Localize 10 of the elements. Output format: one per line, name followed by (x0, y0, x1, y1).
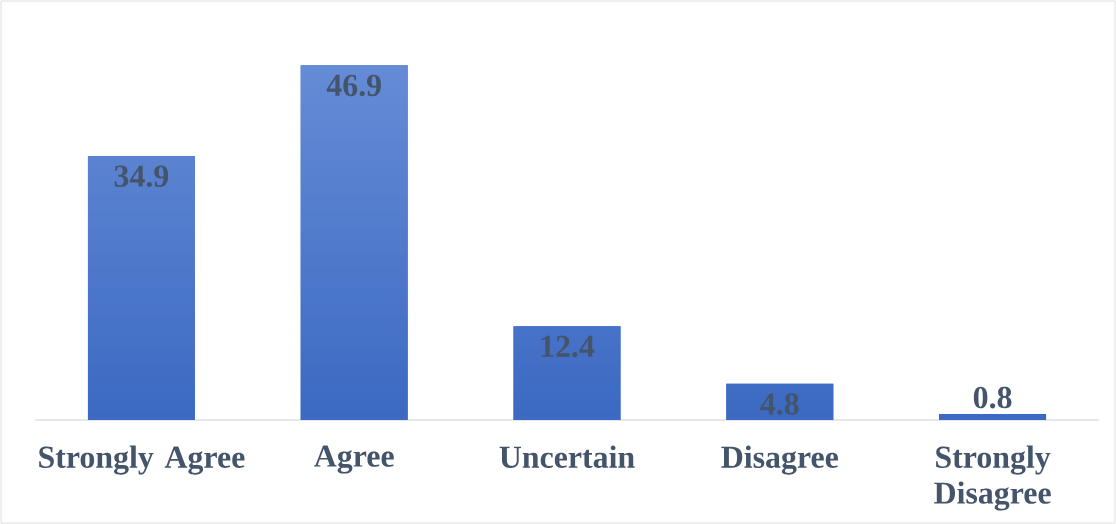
data-label: 12.4 (541, 335, 595, 358)
x-tick-label: Agree (314, 445, 394, 474)
x-tick-label: Disagree (721, 445, 838, 475)
x-tick-label: Uncertain (499, 445, 635, 468)
data-label: 0.8 (973, 386, 1012, 409)
x-tick-label: Strongly Disagree (934, 445, 1051, 511)
data-label: 4.8 (760, 393, 799, 415)
data-label: 34.9 (114, 165, 169, 188)
x-tick-label: Strongly Agree (39, 445, 245, 475)
data-label: 46.9 (326, 74, 381, 97)
